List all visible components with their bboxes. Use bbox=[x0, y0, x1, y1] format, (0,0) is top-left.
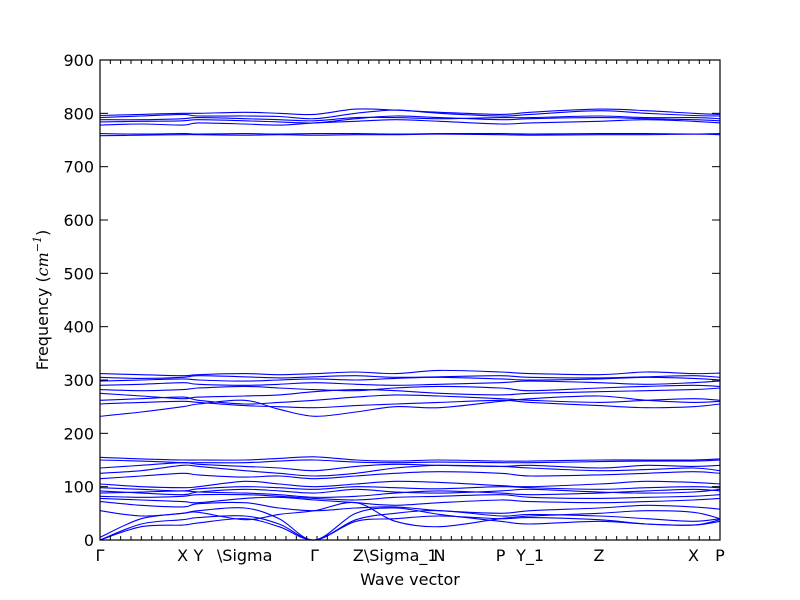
band-line bbox=[99, 501, 721, 528]
band-line bbox=[99, 108, 721, 117]
band-line bbox=[99, 471, 721, 480]
y-tick-label: 700 bbox=[63, 158, 94, 177]
y-tick-label: 200 bbox=[63, 424, 94, 443]
plot-frame bbox=[99, 59, 721, 541]
band-line bbox=[99, 115, 721, 122]
y-axis-label-exponent: −1 bbox=[31, 236, 44, 252]
x-tick-label: Y bbox=[193, 546, 204, 565]
x-tick-label: P bbox=[715, 546, 725, 565]
x-tick-label: Z\Sigma_1 bbox=[353, 546, 438, 566]
band-line bbox=[99, 375, 721, 379]
band-line bbox=[99, 115, 721, 124]
x-tick-label: Z bbox=[593, 546, 604, 565]
band-line bbox=[99, 380, 721, 386]
band-line bbox=[99, 376, 721, 382]
y-tick-label: 400 bbox=[63, 318, 94, 337]
x-tick-label: N bbox=[434, 546, 446, 565]
band-line bbox=[99, 501, 721, 514]
x-tick-label: \Sigma bbox=[217, 546, 273, 565]
band-line bbox=[99, 488, 721, 496]
band-line bbox=[99, 493, 721, 501]
x-tick-label: X bbox=[688, 546, 699, 565]
band-line bbox=[99, 486, 721, 492]
band-line bbox=[99, 394, 721, 405]
band-line bbox=[99, 369, 721, 377]
y-tick-label: 0 bbox=[84, 531, 94, 550]
x-axis-ticks: Γ X Y \Sigma Γ Z\Sigma_1N P Y_1 Z X P bbox=[96, 60, 725, 566]
band-line bbox=[99, 464, 721, 477]
x-tick-label: X bbox=[177, 546, 188, 565]
band-line bbox=[99, 384, 721, 392]
x-tick-label: Y_1 bbox=[515, 546, 544, 566]
band-line bbox=[99, 480, 721, 489]
band-line bbox=[99, 510, 721, 541]
y-tick-label: 100 bbox=[63, 478, 94, 497]
band-line bbox=[99, 496, 721, 506]
band-line bbox=[99, 456, 721, 462]
y-axis-label-close: ) bbox=[33, 230, 52, 236]
x-tick-label: Γ bbox=[96, 546, 105, 565]
band-line bbox=[99, 133, 721, 137]
y-tick-label: 900 bbox=[63, 51, 94, 70]
band-line bbox=[99, 109, 721, 120]
band-line bbox=[99, 395, 721, 417]
y-axis-label: Frequency (cm−1) bbox=[31, 230, 52, 371]
band-line bbox=[99, 399, 721, 409]
band-line bbox=[99, 119, 721, 126]
y-tick-label: 300 bbox=[63, 371, 94, 390]
band-line bbox=[99, 132, 721, 135]
y-tick-label: 500 bbox=[63, 264, 94, 283]
y-axis-ticks: 0 100 200 300 400 500 600 700 800 900 bbox=[63, 51, 720, 550]
y-tick-label: 600 bbox=[63, 211, 94, 230]
band-line bbox=[99, 387, 721, 400]
band-lines bbox=[99, 108, 721, 541]
x-tick-label: P bbox=[496, 546, 506, 565]
y-axis-label-main: Frequency ( bbox=[33, 276, 52, 370]
x-axis-label: Wave vector bbox=[360, 570, 460, 589]
band-line bbox=[99, 488, 721, 498]
band-line bbox=[99, 459, 721, 464]
y-axis-label-unit: cm bbox=[33, 252, 52, 276]
x-tick-label: Γ bbox=[310, 546, 319, 565]
y-tick-label: 800 bbox=[63, 104, 94, 123]
